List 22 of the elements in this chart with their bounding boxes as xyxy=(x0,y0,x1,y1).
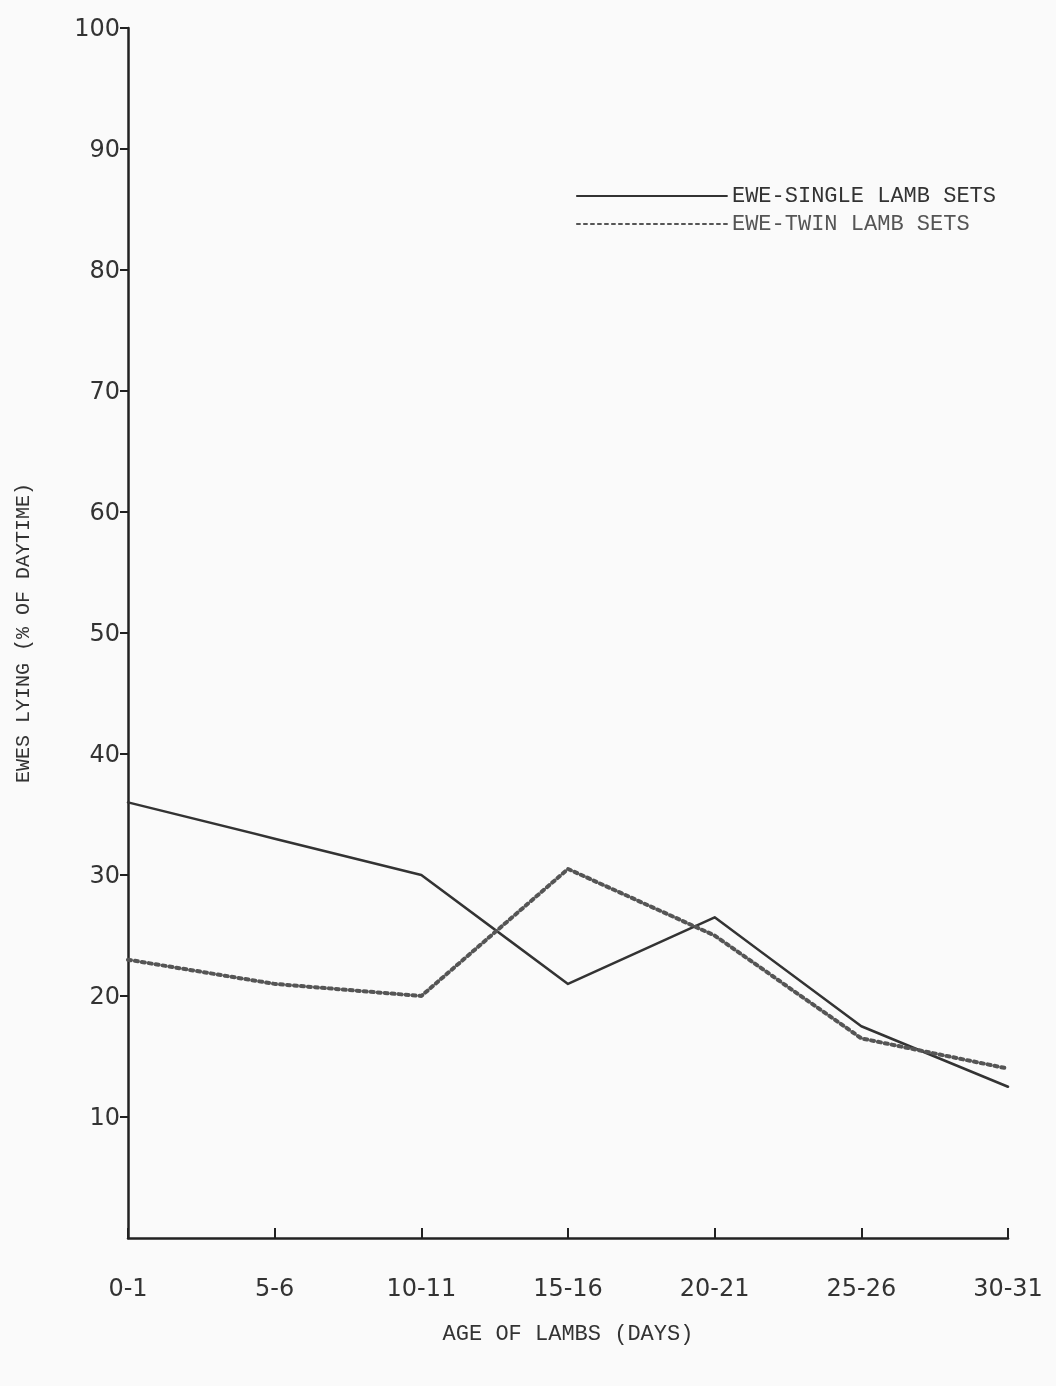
y-tick-label: 80 xyxy=(89,256,120,284)
y-tick-label: 70 xyxy=(89,377,120,405)
x-axis-title: AGE OF LAMBS (DAYS) xyxy=(442,1321,694,1347)
y-tick-label: 40 xyxy=(89,740,120,768)
x-tick-label: 30-31 xyxy=(973,1274,1043,1302)
x-tick-label: 20-21 xyxy=(679,1274,750,1302)
y-tick-label: 100 xyxy=(74,14,120,42)
x-tick-label: 25-26 xyxy=(826,1274,897,1302)
y-tick-label: 10 xyxy=(89,1103,120,1131)
x-tick-label: 5-6 xyxy=(255,1274,295,1302)
y-tick-label: 30 xyxy=(89,861,120,889)
line-series xyxy=(126,801,1010,1088)
y-tick-label: 60 xyxy=(89,498,120,526)
text: EWE-TWIN LAMB SETS xyxy=(731,211,970,237)
y-axis-title: EWES LYING (% OF DAYTIME) xyxy=(11,482,35,784)
y-tick-label: 90 xyxy=(89,135,120,163)
text: EWE-SINGLE LAMB SETS xyxy=(731,183,996,209)
y-tick-label: 50 xyxy=(89,619,120,647)
x-tick-label: 15-16 xyxy=(533,1274,603,1302)
x-tick-label: 0-1 xyxy=(108,1274,148,1302)
y-tick-label: 20 xyxy=(89,982,120,1010)
x-tick-label: 10-11 xyxy=(386,1274,457,1302)
